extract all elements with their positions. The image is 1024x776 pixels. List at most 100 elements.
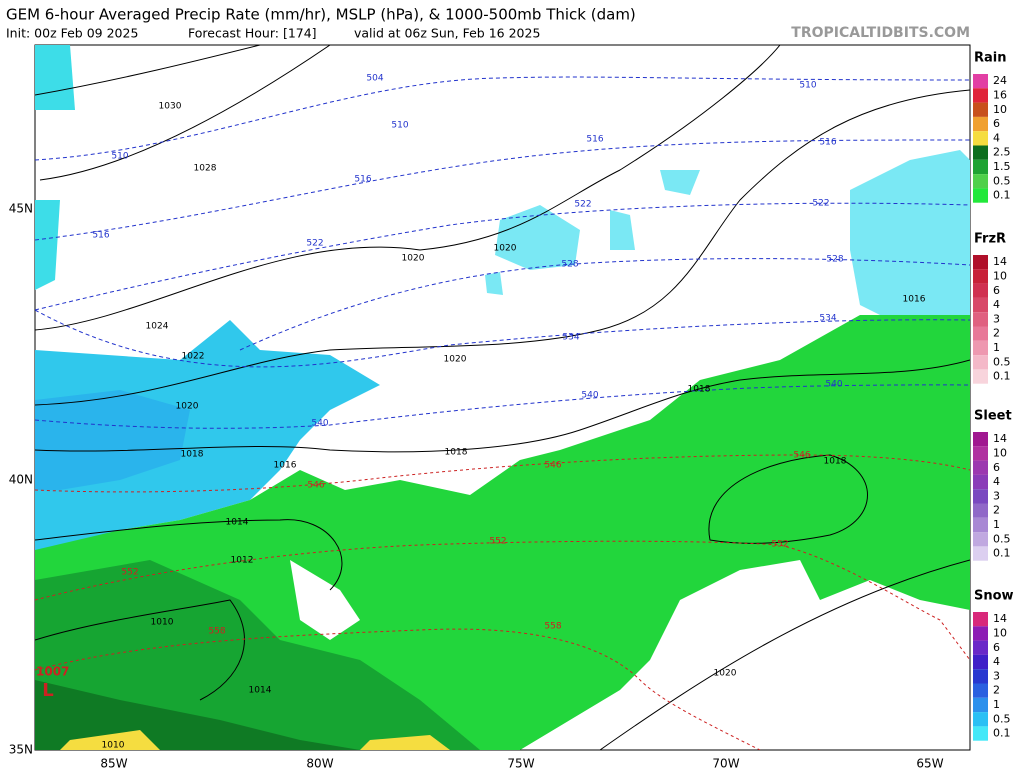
rain-area xyxy=(35,680,360,750)
thickness-label: 546 xyxy=(544,461,561,471)
thickness-label: 510 xyxy=(799,81,816,91)
legend-label: 3 xyxy=(993,489,1000,502)
snow-area xyxy=(850,150,970,320)
thickness-label: 552 xyxy=(121,568,138,578)
legend-label: 14 xyxy=(993,612,1007,625)
legend-swatch xyxy=(973,474,988,490)
legend-swatch xyxy=(973,188,988,203)
thickness-label: 516 xyxy=(92,231,109,241)
isobar xyxy=(35,359,970,453)
isobar-label: 1028 xyxy=(194,164,217,174)
rain-area xyxy=(35,560,480,750)
legend-label: 0.5 xyxy=(993,355,1011,368)
legend-title: Rain xyxy=(974,51,1007,66)
legend: Rain241610642.51.50.50.1FrzR1410643210.5… xyxy=(973,51,1014,741)
legend-swatch xyxy=(973,489,988,504)
isobar-label: 1020 xyxy=(402,254,425,264)
thickness-label: 528 xyxy=(826,255,843,265)
snow-area xyxy=(35,45,75,110)
latitude-label: 40N xyxy=(9,473,33,487)
legend-label: 4 xyxy=(993,298,1000,311)
latitude-label: 45N xyxy=(9,202,33,216)
longitude-label: 70W xyxy=(712,757,739,771)
isobar-label: 1010 xyxy=(102,741,125,751)
isobar xyxy=(35,89,970,406)
legend-swatch xyxy=(973,74,988,89)
legend-label: 16 xyxy=(993,88,1007,101)
legend-swatch xyxy=(973,726,988,741)
thickness-label: 540 xyxy=(825,380,842,390)
thickness-label: 546 xyxy=(793,451,810,461)
thickness-label: 558 xyxy=(208,627,225,637)
legend-label: 2 xyxy=(993,504,1000,517)
legend-swatch xyxy=(973,269,988,284)
thickness-label: 504 xyxy=(366,74,383,84)
isobar-label: 1024 xyxy=(146,322,169,332)
thickness-line xyxy=(35,384,970,429)
thickness-label: 552 xyxy=(771,540,788,550)
legend-title: Snow xyxy=(974,589,1014,604)
legend-label: 0.5 xyxy=(993,532,1011,545)
thickness-label: 552 xyxy=(489,537,506,547)
legend-swatch xyxy=(973,88,988,103)
legend-swatch xyxy=(973,669,988,684)
forecast-hour: Forecast Hour: [174] xyxy=(188,26,317,41)
legend-swatch xyxy=(973,612,988,627)
thickness-line xyxy=(35,540,970,661)
thickness-label: 522 xyxy=(574,200,591,210)
legend-swatch xyxy=(973,297,988,313)
legend-label: 1 xyxy=(993,518,1000,531)
isobar xyxy=(35,45,261,96)
legend-label: 6 xyxy=(993,461,1000,474)
legend-swatch xyxy=(973,626,988,641)
isobar xyxy=(708,454,868,544)
legend-label: 14 xyxy=(993,255,1007,268)
isobar xyxy=(35,45,781,331)
legend-swatch xyxy=(973,355,988,370)
legend-swatch xyxy=(973,145,988,160)
isobar-label: 1014 xyxy=(226,518,249,528)
thickness-label: 534 xyxy=(562,333,579,343)
legend-label: 4 xyxy=(993,655,1000,668)
thickness-line xyxy=(35,628,761,750)
legend-label: 24 xyxy=(993,74,1007,87)
legend-title: Sleet xyxy=(974,409,1012,424)
legend-label: 0.1 xyxy=(993,547,1011,560)
thickness-label: 516 xyxy=(354,175,371,185)
isobar-label: 1020 xyxy=(714,669,737,679)
thickness-line xyxy=(35,139,970,241)
legend-label: 1.5 xyxy=(993,160,1011,173)
dry-area xyxy=(290,560,360,640)
isobar-label: 1012 xyxy=(231,556,254,566)
isobar xyxy=(35,599,245,701)
legend-swatch xyxy=(973,546,988,561)
thickness-label: 540 xyxy=(311,419,328,429)
longitude-label: 85W xyxy=(100,757,127,771)
init-time: Init: 00z Feb 09 2025 xyxy=(6,26,138,41)
thickness-label: 510 xyxy=(111,152,128,162)
thickness-label: 534 xyxy=(819,314,836,324)
isobars xyxy=(35,45,970,750)
legend-swatch xyxy=(973,312,988,327)
thickness-line xyxy=(35,76,970,161)
thickness-lines xyxy=(35,76,970,429)
snow-area xyxy=(35,200,60,290)
isobar-label: 1010 xyxy=(151,618,174,628)
legend-label: 0.1 xyxy=(993,727,1011,740)
snow-area xyxy=(485,170,700,295)
legend-swatch xyxy=(973,369,988,384)
legend-label: 2 xyxy=(993,327,1000,340)
isobar-label: 1020 xyxy=(444,355,467,365)
legend-label: 1 xyxy=(993,341,1000,354)
isobar-label: 1030 xyxy=(159,102,182,112)
isobar xyxy=(39,45,331,181)
legend-swatch xyxy=(973,131,988,146)
legend-swatch xyxy=(973,116,988,132)
thickness-line xyxy=(35,309,970,368)
thickness-label: 522 xyxy=(812,199,829,209)
thickness-line xyxy=(35,202,970,311)
isobar-label: 1016 xyxy=(274,461,297,471)
warm-thickness-lines xyxy=(35,454,970,750)
credit: TROPICALTIDBITS.COM xyxy=(791,25,970,41)
